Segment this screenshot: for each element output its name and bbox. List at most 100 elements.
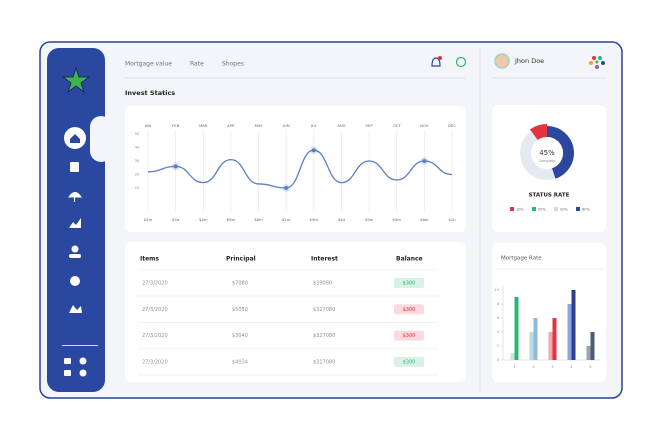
y-tick-label: 10 [135,186,139,190]
brand-logo [589,56,605,69]
y-tick-label: 10 [495,288,499,292]
cell-interest: $39080 [313,281,332,287]
bar [567,304,572,360]
icon-chart[interactable] [69,218,81,228]
cell-balance: $300 [403,333,416,339]
home-icon [70,134,80,143]
bar [510,353,515,360]
x-tick-label: DEC [448,123,456,128]
chat-icon[interactable] [455,56,467,68]
donut-segment [529,124,547,141]
x-tick-label: NOV [420,123,429,128]
nav-link[interactable]: Shopes [222,61,244,68]
icon-money[interactable] [70,276,80,286]
x-tick-label: MAR [199,123,208,128]
y-tick-label: 8 [497,302,499,306]
cell-principal: $4034 [232,359,248,365]
table-card [125,242,466,382]
x-tick-label: JAN [144,123,152,128]
bar [529,332,534,360]
legend-swatch [510,207,514,211]
legend-label: 50% [538,208,546,212]
section-title: Invest Statics [125,89,175,97]
sidebar-icons [62,162,98,377]
icon-umbrella[interactable] [68,192,82,203]
icon-mail[interactable] [64,370,71,376]
bottom-label: $4m [392,217,401,222]
icon-settings[interactable] [79,369,87,377]
avatar[interactable] [494,53,510,69]
bottom-label: $8m [420,217,429,222]
table-header: Interest [311,256,338,263]
cell-item: 27/3/2020 [142,281,168,287]
bottom-label: $5d [172,217,180,222]
balance-badge [394,278,424,288]
cell-principal: $5050 [232,307,248,313]
bar [533,318,538,360]
legend-swatch [554,207,558,211]
bottom-label: $4m [199,217,208,222]
icon-user-body[interactable] [69,254,81,258]
icon-info[interactable] [79,357,87,365]
legend-label: 80% [582,208,590,212]
bottom-label: $4m [144,217,153,222]
x-tick-label: 1 [513,365,515,369]
bottom-label: $8m [254,217,263,222]
icon-bank[interactable] [64,358,71,364]
x-tick-label: JUL [310,123,318,128]
icon-user[interactable] [71,245,79,253]
data-point[interactable] [311,148,316,153]
sidebar-divider [62,345,98,346]
legend-label: 20% [560,208,568,212]
cell-item: 27/3/2020 [142,307,168,313]
data-point[interactable] [173,164,178,169]
data-point[interactable] [284,186,289,190]
table-header: Balance [396,256,423,263]
x-tick-label: 4 [570,365,573,369]
x-tick-label: JUN [282,123,290,128]
cell-item: 27/3/2020 [142,359,168,365]
bar [552,318,557,360]
x-tick-label: OCT [393,123,402,128]
legend-swatch [576,207,580,211]
y-tick-label: 30 [135,159,139,163]
x-tick-label: MAY [255,123,264,128]
sidebar-notch [90,116,112,162]
y-tick-label: 2 [497,344,499,348]
card-title: STATUS RATE [529,193,570,199]
nav-link[interactable]: Rate [190,61,204,68]
x-tick-label: 3 [551,365,553,369]
y-tick-label: 0 [497,358,499,362]
y-tick-label: 6 [497,316,499,320]
x-tick-label: 5 [589,365,591,369]
user-name: Jhon Doe [514,57,544,65]
bottom-label: $1h [448,217,456,222]
data-point[interactable] [422,159,427,163]
legend-label: 10% [516,208,524,212]
bottom-label: $1m [282,217,291,222]
bell-icon[interactable] [431,57,441,67]
nav-link[interactable]: Mortgage value [125,61,172,68]
donut-note: Complete [539,159,556,163]
logo [61,66,91,94]
icon-cards[interactable] [70,162,79,172]
mortgage-card [492,243,606,382]
bottom-label: $9m [365,217,374,222]
legend-swatch [532,207,536,211]
donut-segment [547,126,574,179]
bottom-label: $9m [227,217,236,222]
x-tick-label: FEB [172,123,180,128]
bar [548,332,553,360]
x-tick-label: APR [227,123,235,128]
bar [590,332,595,360]
y-tick-label: 50 [135,132,139,136]
card-title: Mortgage Rate [501,256,542,262]
x-tick-label: AUG [337,123,345,128]
x-tick-label: 2 [532,365,534,369]
sidebar [47,48,105,392]
icon-landscape[interactable] [69,305,82,313]
cell-interest: $327080 [313,307,335,313]
bar [514,297,519,360]
